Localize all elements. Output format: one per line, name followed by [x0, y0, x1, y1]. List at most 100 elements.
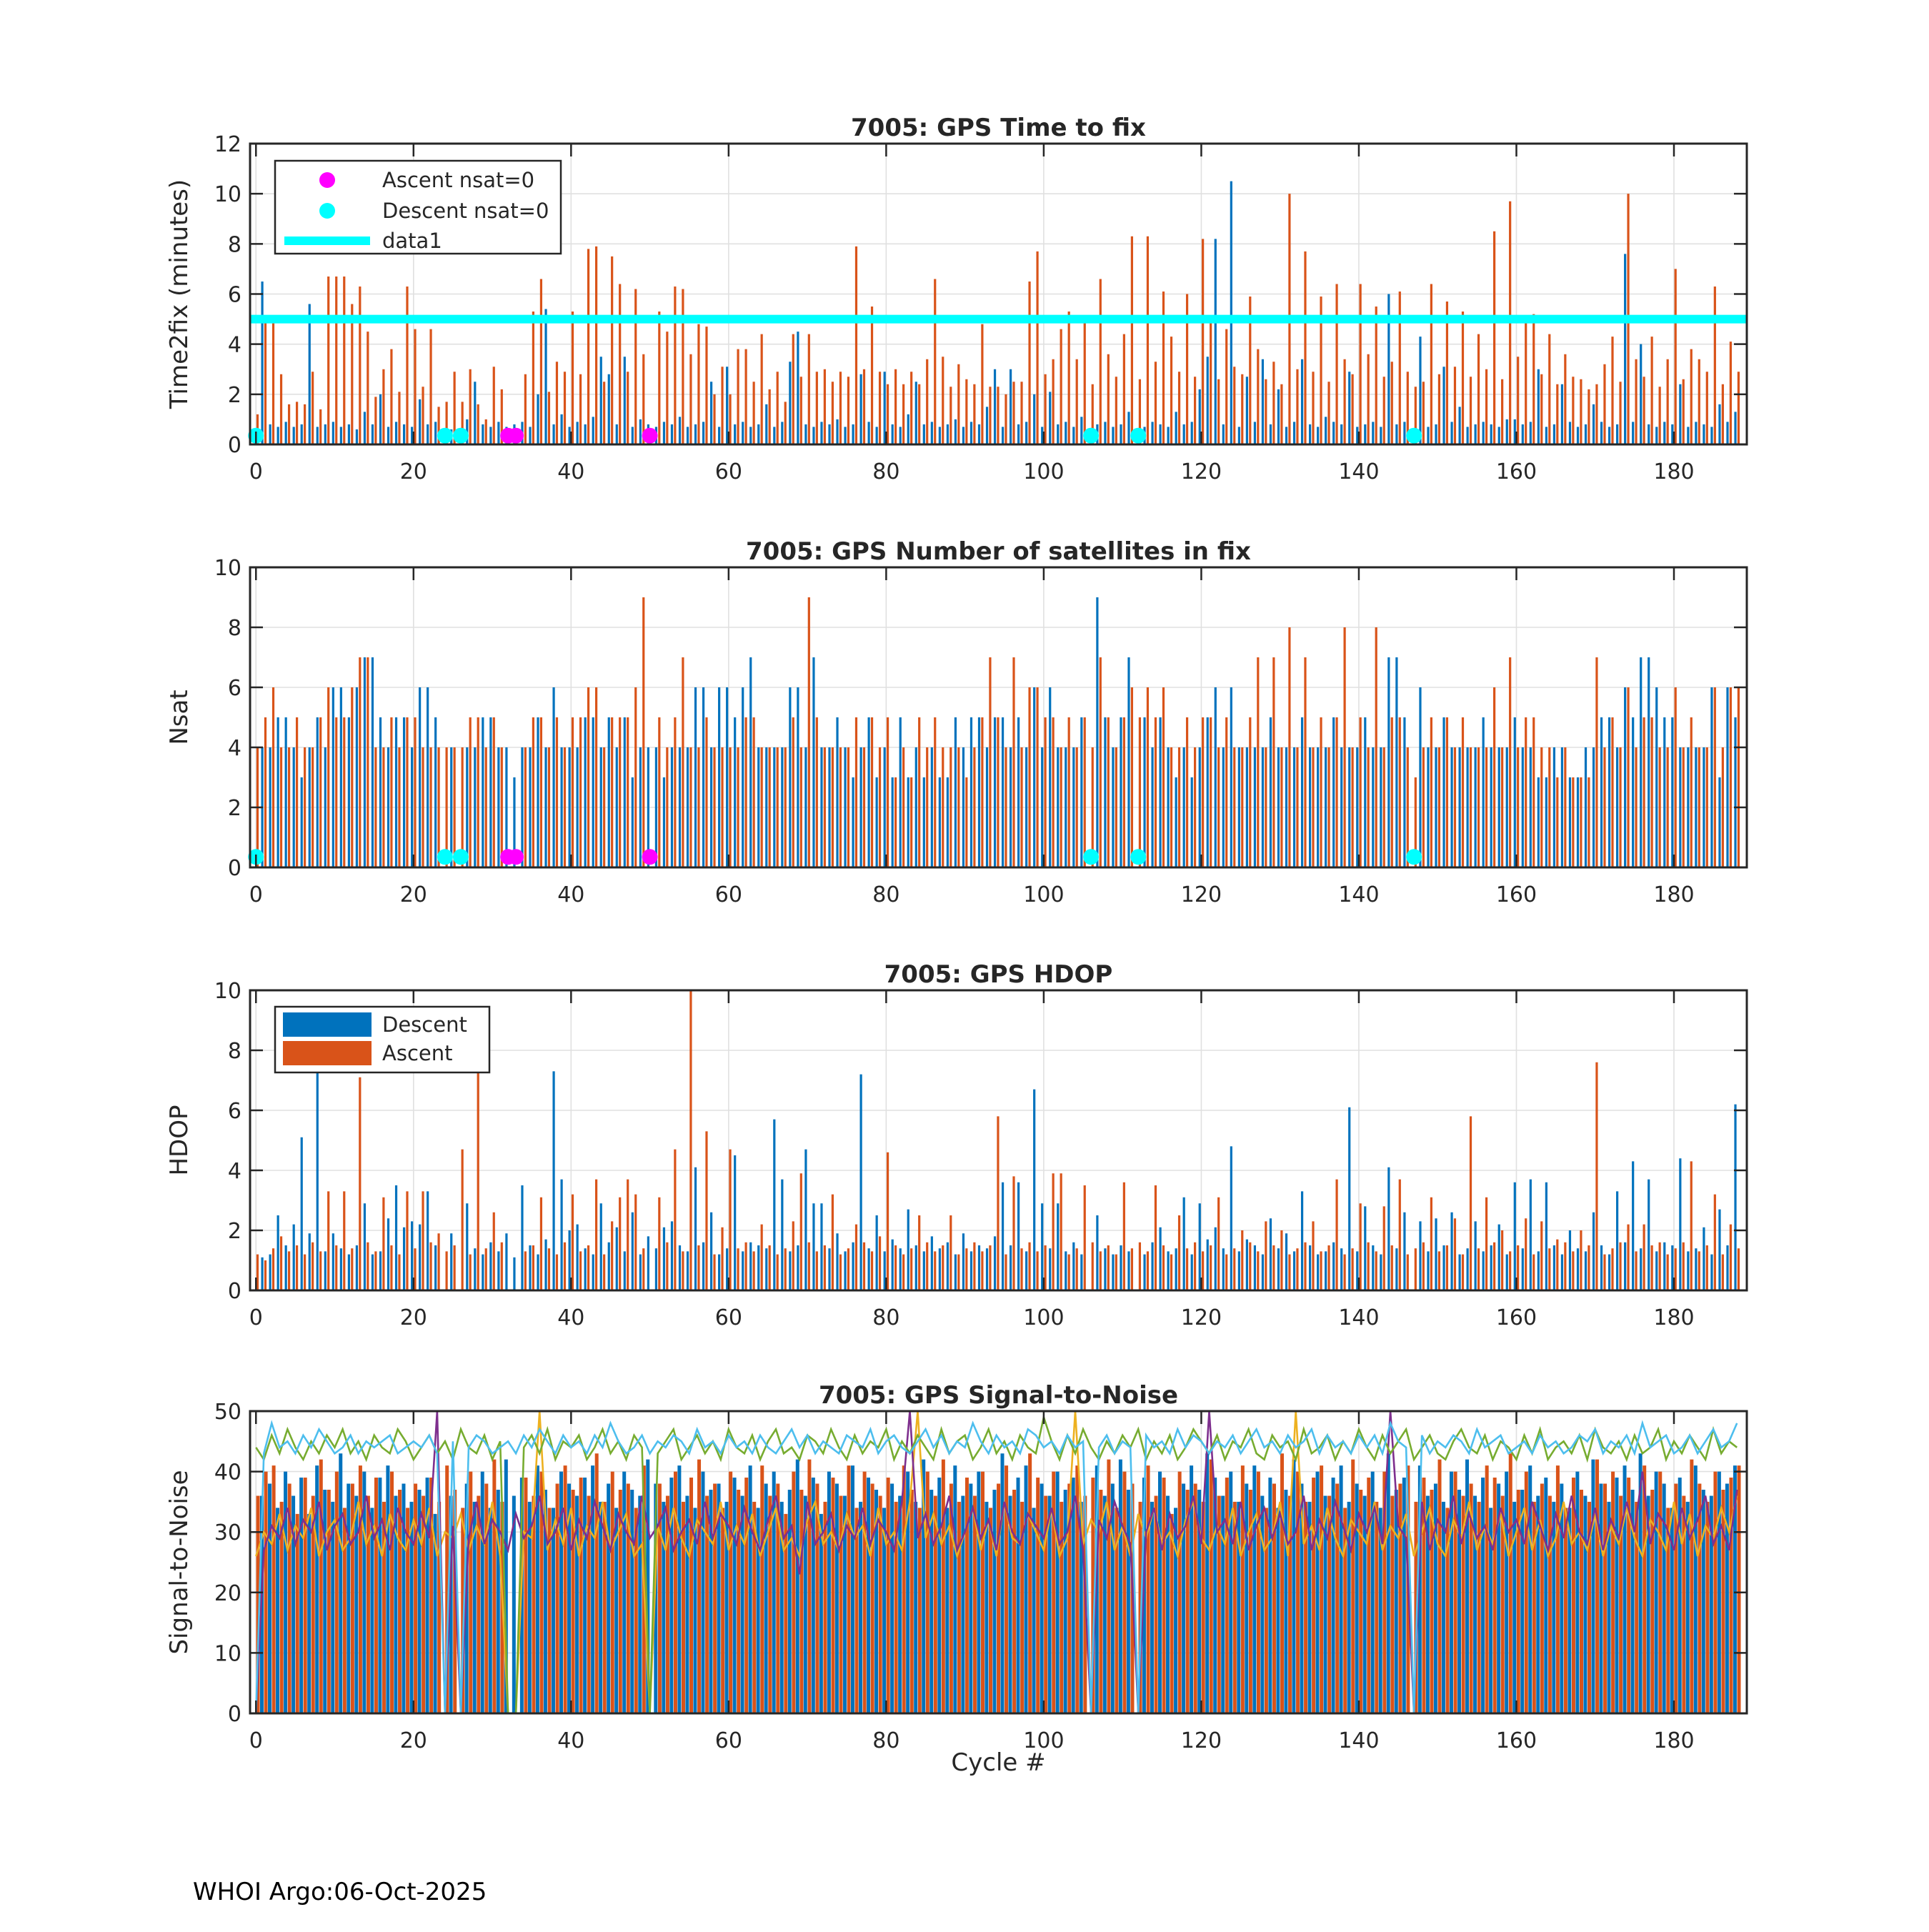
- legend-label: Descent nsat=0: [382, 199, 549, 223]
- xtick-label: 80: [872, 459, 899, 484]
- legend-swatch-dot: [319, 203, 335, 219]
- ytick-label: 20: [214, 1581, 241, 1606]
- xtick-label: 120: [1181, 1305, 1222, 1330]
- xtick-label: 40: [557, 459, 584, 484]
- ytick-label: 6: [228, 1099, 241, 1124]
- xtick-label: 100: [1023, 1728, 1064, 1753]
- markers-time2fix-descent-nsat0: [248, 427, 1422, 444]
- ytick-label: 2: [228, 796, 241, 821]
- ytick-label: 0: [228, 1279, 241, 1304]
- xtick-label: 180: [1653, 1305, 1694, 1330]
- xtick-label: 120: [1181, 459, 1222, 484]
- ylabel-nsat: Nsat: [165, 689, 194, 745]
- legend-time2fix: Ascent nsat=0 Descent nsat=0 data1: [274, 159, 562, 255]
- xtick-label: 40: [557, 1728, 584, 1753]
- xtick-label: 0: [249, 459, 263, 484]
- ytick-label: 2: [228, 383, 241, 408]
- ticks-nsat: [250, 566, 1747, 869]
- series-time2fix-descent: [261, 181, 1737, 444]
- ytick-label: 0: [228, 856, 241, 881]
- plot-time2fix: 0 20 40 60 80 100 120 140 160 180 0 2 4 6 8 10 12 7005: G…: [165, 114, 1748, 484]
- ytick-label: 4: [228, 736, 241, 761]
- ytick-label: 50: [214, 1400, 241, 1425]
- ytick-label: 30: [214, 1520, 241, 1545]
- ytick-label: 6: [228, 676, 241, 701]
- xtick-label: 20: [400, 1305, 427, 1330]
- ytick-label: 0: [228, 433, 241, 458]
- xtick-label: 60: [715, 459, 742, 484]
- ytick-label: 10: [214, 182, 241, 207]
- xtick-label: 0: [249, 1728, 263, 1753]
- ticks-hdop: [250, 989, 1747, 1292]
- footer-text: WHOI Argo:06-Oct-2025: [193, 1878, 487, 1906]
- xtick-label: 180: [1653, 1728, 1694, 1753]
- legend-label: Ascent: [382, 1041, 452, 1065]
- xlabel-snr: Cycle #: [951, 1748, 1045, 1777]
- markers-time2fix-ascent-nsat0: [500, 427, 658, 444]
- legend-swatch-dot: [319, 172, 335, 188]
- xtick-label: 120: [1181, 882, 1222, 907]
- ytick-label: 8: [228, 1039, 241, 1064]
- legend-label: Descent: [382, 1012, 467, 1037]
- xtick-label: 60: [715, 1728, 742, 1753]
- xtick-label: 100: [1023, 1305, 1064, 1330]
- xtick-label: 140: [1338, 459, 1379, 484]
- axes-frame-snr: [249, 1410, 1748, 1715]
- ytick-label: 6: [228, 283, 241, 308]
- line-snr-snr_mean_ascent: [255, 1410, 1738, 1715]
- xtick-label: 40: [557, 1305, 584, 1330]
- plot-title-nsat: 7005: GPS Number of satellites in fix: [746, 537, 1251, 566]
- ytick-label: 4: [228, 1159, 241, 1184]
- xtick-label: 140: [1338, 1728, 1379, 1753]
- ticks-snr: [250, 1410, 1747, 1715]
- ytick-label: 0: [228, 1702, 241, 1727]
- series-nsat-descent: [261, 597, 1737, 867]
- xtick-label: 60: [715, 1305, 742, 1330]
- xtick-label: 160: [1496, 1728, 1537, 1753]
- xtick-label: 180: [1653, 459, 1694, 484]
- xtick-label: 80: [872, 1305, 899, 1330]
- axes-frame-nsat: [249, 566, 1748, 869]
- xtick-label: 60: [715, 882, 742, 907]
- legend-label: Ascent nsat=0: [382, 168, 534, 192]
- xtick-label: 140: [1338, 882, 1379, 907]
- ytick-label: 2: [228, 1219, 241, 1244]
- ytick-label: 12: [214, 132, 241, 157]
- plot-snr: 0 20 40 60 80 100 120 140 160 180 0 10 20 30 40 50 7005:…: [165, 1381, 1748, 1777]
- xtick-label: 140: [1338, 1305, 1379, 1330]
- plot-title-snr: 7005: GPS Signal-to-Noise: [819, 1381, 1178, 1410]
- xtick-label: 20: [400, 882, 427, 907]
- line-snr-snr_max_ascent: [255, 1413, 1738, 1715]
- legend-swatch-patch: [283, 1041, 372, 1065]
- series-hdop-ascent: [256, 990, 1740, 1290]
- plot-nsat: 0 20 40 60 80 100 120 140 160 180 0 2 4 6 8 10 7005: GPS…: [165, 537, 1748, 907]
- xtick-label: 20: [400, 459, 427, 484]
- ylabel-hdop: HDOP: [165, 1105, 194, 1175]
- xtick-label: 20: [400, 1728, 427, 1753]
- ytick-label: 8: [228, 232, 241, 257]
- line-snr-snr_max_descent: [255, 1420, 1738, 1714]
- plot-hdop: 0 20 40 60 80 100 120 140 160 180 0 2 4 6 8 10 7005: GPS…: [165, 960, 1748, 1330]
- axes-frame-hdop: [249, 989, 1748, 1292]
- xtick-label: 0: [249, 882, 263, 907]
- xtick-label: 160: [1496, 459, 1537, 484]
- legend-label: data1: [382, 229, 442, 253]
- series-hdop-descent: [261, 1068, 1737, 1290]
- series-nsat-ascent: [256, 597, 1740, 867]
- xtick-label: 120: [1181, 1728, 1222, 1753]
- series-snr-ascent: [256, 1453, 1741, 1713]
- xtick-label: 180: [1653, 882, 1694, 907]
- ytick-label: 8: [228, 616, 241, 641]
- xtick-label: 100: [1023, 459, 1064, 484]
- xtick-label: 100: [1023, 882, 1064, 907]
- ylabel-time2fix: Time2fix (minutes): [165, 179, 194, 409]
- plot-title-time2fix: 7005: GPS Time to fix: [851, 114, 1146, 142]
- legend-hdop: Descent Ascent: [274, 1005, 491, 1074]
- series-time2fix-ascent: [256, 194, 1740, 444]
- ytick-label: 10: [214, 1641, 241, 1666]
- legend-swatch-patch: [283, 1012, 372, 1037]
- ytick-label: 4: [228, 333, 241, 358]
- ytick-label: 40: [214, 1460, 241, 1485]
